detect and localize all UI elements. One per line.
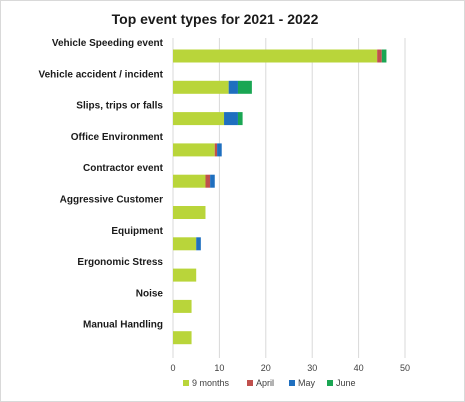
bar-4-1	[205, 174, 211, 188]
bar-0-3	[381, 49, 387, 63]
bar-1-3	[237, 80, 252, 94]
bar-0-1	[377, 49, 382, 63]
legend-label-3: June	[336, 378, 356, 388]
x-tick-label-1: 10	[214, 363, 224, 373]
x-tick-labels: 0 10 20 30 40 50	[170, 363, 410, 373]
category-label-8: Noise	[136, 288, 164, 299]
category-label-3: Office Environment	[71, 132, 164, 143]
x-tick-label-3: 30	[307, 363, 317, 373]
category-label-7: Ergonomic Stress	[77, 257, 163, 268]
bar-2-0	[173, 112, 225, 126]
bar-0-0	[173, 49, 378, 63]
category-label-2: Slips, trips or falls	[76, 101, 163, 112]
category-label-4: Contractor event	[83, 163, 164, 174]
legend-swatch-3	[327, 380, 333, 386]
bar-3-0	[173, 143, 215, 157]
bar-2-3	[237, 112, 243, 126]
x-tick-label-5: 50	[400, 363, 410, 373]
chart-title: Top event types for 2021 - 2022	[112, 11, 319, 27]
legend-swatch-0	[183, 380, 189, 386]
x-tick-label-2: 20	[261, 363, 271, 373]
legend-swatch-1	[247, 380, 253, 386]
category-label-1: Vehicle accident / incident	[39, 69, 164, 80]
bar-4-2	[210, 174, 215, 188]
legend-label-0: 9 months	[192, 378, 230, 388]
x-tick-label-4: 40	[354, 363, 364, 373]
x-tick-label-0: 0	[170, 363, 175, 373]
bar-6-2	[196, 237, 201, 251]
category-label-0: Vehicle Speeding event	[52, 38, 164, 49]
bar-5-0	[173, 206, 206, 219]
bar-6-0	[173, 237, 197, 251]
bar-4-0	[173, 174, 206, 188]
category-label-5: Aggressive Customer	[60, 195, 163, 206]
bar-3-2	[217, 143, 222, 157]
bar-3-1	[214, 143, 218, 157]
bar-2-2	[224, 112, 238, 126]
legend-label-2: May	[298, 378, 316, 388]
category-label-9: Manual Handling	[83, 320, 163, 331]
bar-8-0	[173, 299, 192, 313]
legend-swatch-2	[289, 380, 295, 386]
legend-label-1: April	[256, 378, 274, 388]
bar-1-0	[173, 80, 229, 94]
category-labels: Vehicle Speeding event Vehicle accident /…	[39, 38, 164, 331]
bar-9-0	[173, 331, 192, 345]
bars	[173, 49, 387, 345]
legend: 9 months April May June	[183, 378, 356, 388]
bar-1-2	[228, 80, 238, 94]
bar-7-0	[173, 268, 197, 282]
category-label-6: Equipment	[111, 226, 163, 237]
